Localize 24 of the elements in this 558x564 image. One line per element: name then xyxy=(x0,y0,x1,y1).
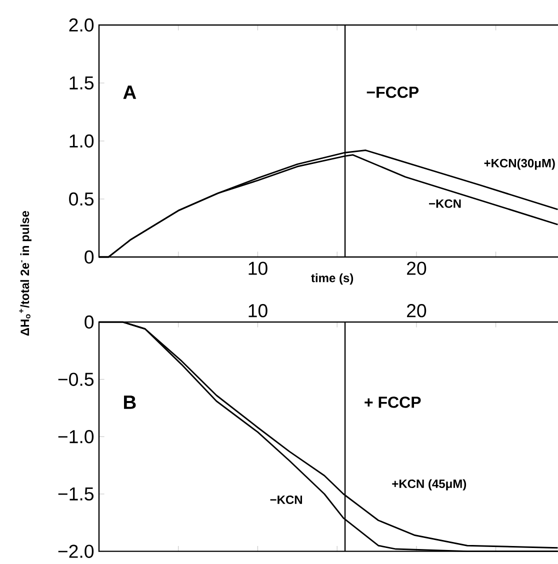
y-tick-label: −1.5 xyxy=(58,487,94,501)
x-tick-label: 10 xyxy=(248,262,268,275)
y-tick-label: 0.5 xyxy=(69,192,94,206)
y-tick-label: −0.5 xyxy=(58,372,94,386)
y-tick-label: 0 xyxy=(84,315,94,329)
annotation: B xyxy=(124,396,136,409)
y-tick-label: 1.0 xyxy=(70,134,94,148)
series-label: −KCN xyxy=(270,495,302,504)
x-tick-label: 20 xyxy=(407,304,426,318)
y-tick-label: 2.0 xyxy=(69,18,94,32)
series-label: +KCN(30μM) xyxy=(484,158,555,170)
x-tick-label: 20 xyxy=(407,262,426,275)
y-tick-label: −2.0 xyxy=(58,544,94,558)
annotation: A xyxy=(123,86,136,99)
x-tick-label: 10 xyxy=(248,304,268,318)
y-tick-label: −1.0 xyxy=(58,430,94,444)
y-tick-label: 1.5 xyxy=(70,76,94,90)
text: +KCN (45μM) xyxy=(392,479,466,490)
annotation: −FCCP xyxy=(366,86,419,98)
annotation: + FCCP xyxy=(364,396,421,408)
series-label: −KCN xyxy=(429,199,461,208)
y-tick-label: 0 xyxy=(84,250,94,264)
x-axis-title: time (s) xyxy=(311,273,354,285)
y-axis-title: ΔH$_{o}$$^{+}$/total 2e$^{-}$ in pulse xyxy=(19,210,32,336)
